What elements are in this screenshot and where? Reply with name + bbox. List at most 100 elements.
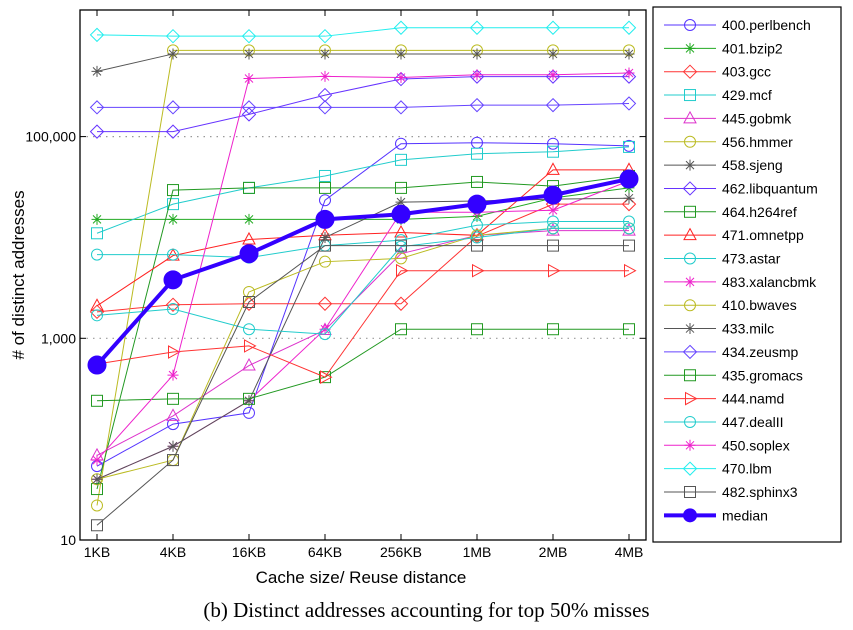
data-point bbox=[545, 20, 561, 35]
data-point bbox=[91, 499, 103, 512]
legend-marker bbox=[684, 89, 696, 102]
legend-label: 445.gobmk bbox=[722, 110, 792, 126]
x-tick-label: 64KB bbox=[308, 544, 342, 560]
data-point bbox=[469, 20, 485, 35]
data-point bbox=[395, 48, 407, 60]
legend-marker bbox=[682, 461, 698, 476]
data-point bbox=[621, 96, 637, 111]
x-tick-label: 1KB bbox=[84, 544, 110, 560]
data-point bbox=[319, 239, 331, 252]
data-point bbox=[165, 28, 181, 44]
data-point bbox=[167, 303, 179, 316]
data-point bbox=[243, 213, 255, 225]
legend-marker bbox=[682, 181, 698, 196]
data-point bbox=[471, 48, 483, 60]
legend-label: 400.perlbench bbox=[722, 17, 811, 33]
legend-marker bbox=[684, 252, 696, 265]
data-point bbox=[621, 196, 637, 212]
data-point bbox=[317, 100, 333, 115]
legend-marker bbox=[684, 323, 696, 335]
legend-label: 473.astar bbox=[722, 251, 781, 267]
data-point bbox=[623, 192, 635, 204]
data-point bbox=[319, 169, 331, 182]
data-point bbox=[243, 285, 255, 298]
legend-item: 483.xalancbmk bbox=[664, 274, 817, 290]
data-point bbox=[243, 323, 255, 336]
legend-label: median bbox=[722, 507, 768, 523]
data-point bbox=[393, 100, 409, 115]
data-point bbox=[623, 239, 635, 252]
data-point bbox=[243, 181, 255, 194]
legend-marker bbox=[684, 276, 696, 288]
data-point bbox=[167, 440, 179, 452]
x-tick-label: 4KB bbox=[160, 544, 186, 560]
data-point bbox=[165, 124, 181, 139]
data-point bbox=[319, 323, 331, 335]
legend-label: 433.milc bbox=[722, 321, 774, 337]
legend-item: 470.lbm bbox=[664, 461, 772, 477]
data-point bbox=[87, 355, 107, 375]
legend-label: 435.gromacs bbox=[722, 367, 803, 383]
series-line bbox=[96, 49, 629, 506]
data-point bbox=[91, 309, 103, 322]
data-point bbox=[239, 244, 259, 264]
series-line bbox=[96, 230, 629, 456]
data-point bbox=[91, 473, 103, 485]
data-point bbox=[471, 175, 483, 188]
data-point bbox=[471, 239, 483, 252]
y-tick-label: 100,000 bbox=[25, 129, 76, 145]
data-point bbox=[547, 222, 559, 235]
data-point bbox=[622, 223, 636, 236]
series-line bbox=[96, 53, 629, 72]
data-point bbox=[168, 345, 181, 359]
data-point bbox=[472, 263, 485, 278]
data-point bbox=[319, 181, 331, 194]
series-433-milc bbox=[91, 192, 635, 485]
data-point bbox=[547, 48, 559, 60]
legend-label: 458.sjeng bbox=[722, 157, 783, 173]
data-point bbox=[243, 406, 255, 419]
series-450-soplex bbox=[91, 67, 635, 466]
legend-label: 483.xalancbmk bbox=[722, 274, 817, 290]
series-line bbox=[96, 203, 629, 313]
x-tick-label: 2MB bbox=[539, 544, 568, 560]
data-point bbox=[471, 147, 483, 160]
data-point bbox=[623, 140, 635, 153]
legend-marker bbox=[684, 19, 696, 31]
data-point bbox=[546, 162, 560, 175]
data-point bbox=[546, 223, 560, 236]
series-line bbox=[96, 328, 629, 402]
data-point bbox=[167, 213, 179, 225]
legend-item: 473.astar bbox=[664, 251, 781, 267]
data-point bbox=[89, 27, 105, 43]
data-point bbox=[89, 304, 105, 320]
data-point bbox=[242, 231, 256, 245]
data-point bbox=[167, 369, 179, 381]
data-point bbox=[244, 339, 257, 353]
series-482-sphinx3 bbox=[91, 239, 635, 532]
legend-marker bbox=[685, 391, 698, 406]
legend-marker bbox=[683, 508, 697, 523]
data-point bbox=[395, 252, 407, 265]
legend: 400.perlbench 401.bzip2 403.gcc 429.mcf 445.… bbox=[652, 6, 842, 543]
x-tick-label: 256KB bbox=[380, 544, 422, 560]
data-point bbox=[547, 204, 559, 216]
legend-item: 403.gcc bbox=[664, 64, 771, 80]
data-point bbox=[167, 48, 179, 60]
y-axis-label: # of distinct addresses bbox=[9, 190, 28, 359]
legend-item: 435.gromacs bbox=[664, 367, 803, 383]
series-line bbox=[96, 197, 630, 480]
series-434-zeusmp bbox=[89, 96, 637, 115]
data-point bbox=[241, 100, 257, 115]
y-tick-label: 10 bbox=[60, 532, 76, 548]
y-tick-label: 1,000 bbox=[41, 330, 76, 346]
legend-item: 433.milc bbox=[664, 321, 774, 337]
data-point bbox=[319, 48, 331, 60]
data-point bbox=[317, 28, 333, 44]
series-line bbox=[95, 177, 630, 367]
x-tick-label: 1MB bbox=[463, 544, 492, 560]
legend-item: 400.perlbench bbox=[664, 17, 811, 33]
series-line bbox=[96, 169, 629, 307]
data-point bbox=[621, 20, 637, 35]
